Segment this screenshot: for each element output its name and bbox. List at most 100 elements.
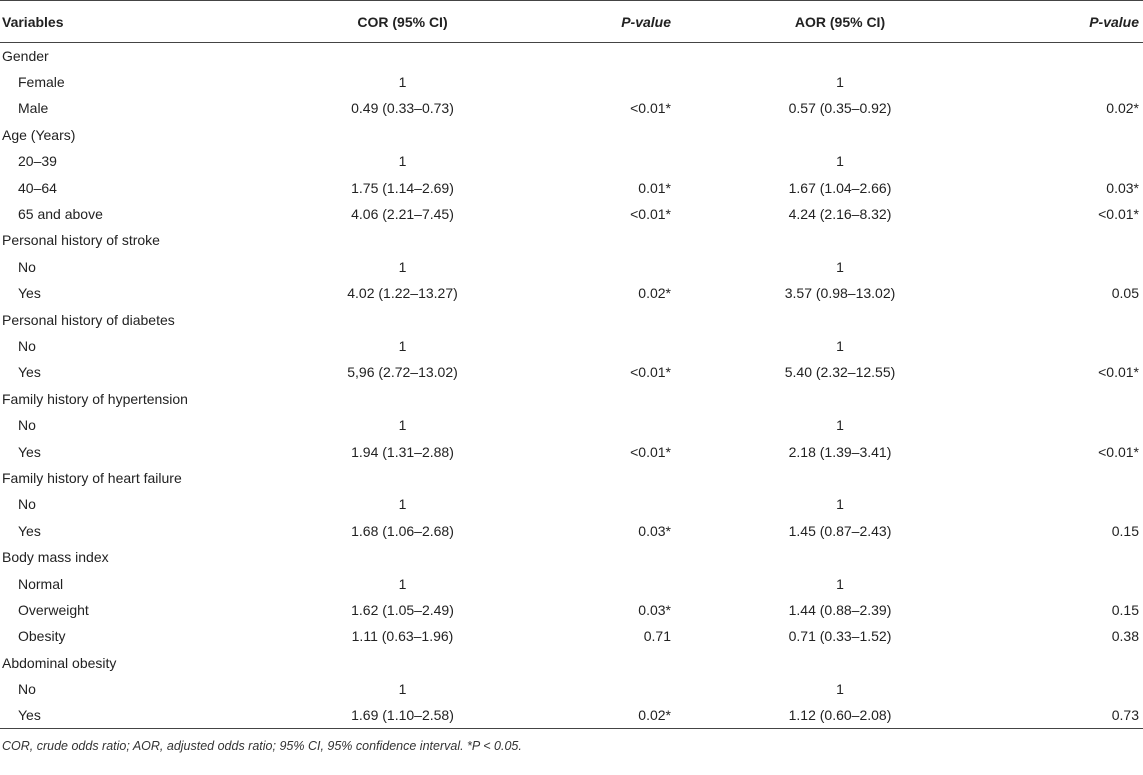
aor-cell: 1 — [836, 153, 844, 170]
cor-cell: 1 — [398, 575, 407, 592]
table-row: Yes 5,96 (2.72–13.02) <0.01* 5.40 (2.32–12.… — [0, 359, 1143, 385]
table-row: No 1 1 — [0, 254, 1143, 280]
aor-cell: 1 — [836, 417, 844, 434]
table-row: Yes 1.69 (1.10–2.58) 0.02* 1.12 (0.60–2.08)… — [0, 702, 1143, 730]
cor-cell: 1.68 (1.06–2.68) — [351, 522, 454, 539]
variable-label: 20–39 — [18, 153, 57, 170]
p-value-aor-cell: 0.05 — [1111, 285, 1139, 302]
p-value-cor-cell: 0.01* — [638, 179, 671, 196]
p-value-aor-cell: 0.15 — [1111, 601, 1139, 618]
p-value-aor-cell: 0.15 — [1111, 522, 1139, 539]
table-row: Overweight 1.62 (1.05–2.49) 0.03* 1.44 (0.8… — [0, 597, 1143, 623]
table-body: Gender Female 1 1 Male 0.49 (0.33–0.73) <0.01*… — [0, 43, 1143, 730]
group-label: Abdominal obesity — [2, 654, 117, 671]
p-value-cor-cell: <0.01* — [630, 443, 671, 460]
table-group-row: Personal history of diabetes — [0, 306, 1143, 332]
cor-cell: 1 — [398, 496, 407, 513]
cor-cell: 1 — [398, 153, 407, 170]
table-group-row: Abdominal obesity — [0, 649, 1143, 675]
p-value-aor-cell: <0.01* — [1098, 206, 1139, 223]
cor-cell: 1.11 (0.63–1.96) — [351, 628, 454, 645]
table-row: Male 0.49 (0.33–0.73) <0.01* 0.57 (0.35–0.9… — [0, 95, 1143, 121]
aor-cell: 1.12 (0.60–2.08) — [675, 702, 1005, 730]
odds-ratio-table: Variables COR (95% CI) P-value AOR (95% … — [0, 0, 1143, 730]
aor-cell: 1 — [836, 681, 844, 698]
p-value-cor-cell: 0.03* — [638, 601, 671, 618]
variable-label: Yes — [18, 285, 41, 302]
cor-cell: 1.75 (1.14–2.69) — [351, 179, 454, 196]
variable-label: 40–64 — [18, 179, 57, 196]
table-container: Variables COR (95% CI) P-value AOR (95% … — [0, 0, 1143, 753]
table-row: Obesity 1.11 (0.63–1.96) 0.71 0.71 (0.33–1.… — [0, 623, 1143, 649]
variable-label: Female — [18, 74, 65, 91]
variable-label: No — [18, 417, 36, 434]
aor-cell: 1.44 (0.88–2.39) — [788, 601, 892, 618]
p-value-cor-cell: 0.02* — [535, 702, 675, 730]
cor-cell: 1 — [398, 417, 407, 434]
group-label: Personal history of diabetes — [2, 311, 175, 328]
aor-cell: 1 — [836, 496, 844, 513]
variable-label: Obesity — [18, 628, 66, 645]
p-value-aor-cell: 0.03* — [1106, 179, 1139, 196]
aor-cell: 1 — [836, 258, 844, 275]
table-row: 40–64 1.75 (1.14–2.69) 0.01* 1.67 (1.04–2.6… — [0, 174, 1143, 200]
table-row: Normal 1 1 — [0, 570, 1143, 596]
variable-label: No — [18, 496, 36, 513]
table-group-row: Gender — [0, 43, 1143, 69]
p-value-aor-cell: 0.73 — [1005, 702, 1143, 730]
variable-label: No — [18, 258, 36, 275]
p-value-cor-cell — [535, 412, 675, 438]
table-group-row: Personal history of stroke — [0, 227, 1143, 253]
p-value-cor-cell: 0.03* — [638, 522, 671, 539]
header-row: Variables COR (95% CI) P-value AOR (95% … — [0, 0, 1143, 43]
variable-label: Male — [18, 100, 49, 117]
aor-cell: 0.71 (0.33–1.52) — [788, 628, 892, 645]
table-header: Variables COR (95% CI) P-value AOR (95% … — [0, 0, 1143, 43]
variable-label: Yes — [18, 522, 41, 539]
cor-cell: 1.62 (1.05–2.49) — [351, 601, 454, 618]
aor-cell: 1 — [836, 74, 844, 91]
p-value-aor-cell — [1005, 333, 1143, 359]
p-value-cor-cell — [535, 69, 675, 95]
variable-label: No — [18, 681, 36, 698]
table-row: 20–39 1 1 — [0, 148, 1143, 174]
cor-cell: 4.06 (2.21–7.45) — [351, 206, 454, 223]
aor-cell: 5.40 (2.32–12.55) — [784, 364, 896, 381]
table-group-row: Body mass index — [0, 544, 1143, 570]
header-p-value-aor: P-value — [1005, 0, 1143, 43]
table-row: Female 1 1 — [0, 69, 1143, 95]
cor-cell: 5,96 (2.72–13.02) — [347, 364, 458, 381]
group-label: Gender — [2, 47, 49, 64]
group-label: Family history of hypertension — [2, 390, 188, 407]
table-row: Yes 1.94 (1.31–2.88) <0.01* 2.18 (1.39–3.41… — [0, 438, 1143, 464]
p-value-cor-cell — [535, 254, 675, 280]
p-value-cor-cell: 0.71 — [643, 628, 671, 645]
aor-cell: 3.57 (0.98–13.02) — [784, 285, 896, 302]
table-row: No 1 1 — [0, 491, 1143, 517]
p-value-aor-cell: <0.01* — [1098, 364, 1139, 381]
aor-cell: 1 — [836, 337, 844, 354]
aor-cell: 1 — [836, 575, 844, 592]
aor-cell: 2.18 (1.39–3.41) — [788, 443, 892, 460]
cor-cell: 1 — [398, 258, 407, 275]
group-label: Age (Years) — [2, 126, 76, 143]
p-value-cor-cell — [535, 148, 675, 174]
p-value-aor-cell — [1005, 69, 1143, 95]
table-group-row: Family history of hypertension — [0, 386, 1143, 412]
p-value-cor-cell: <0.01* — [630, 100, 671, 117]
header-p-value-cor: P-value — [535, 0, 675, 43]
table-row: Yes 1.68 (1.06–2.68) 0.03* 1.45 (0.87–2.43)… — [0, 518, 1143, 544]
p-value-aor-cell: 0.02* — [1106, 100, 1139, 117]
p-value-aor-cell — [1005, 491, 1143, 517]
p-value-aor-cell — [1005, 412, 1143, 438]
group-label: Family history of heart failure — [2, 469, 182, 486]
p-value-cor-cell — [535, 676, 675, 702]
p-value-cor-cell — [535, 570, 675, 596]
table-row: No 1 1 — [0, 333, 1143, 359]
variable-label: 65 and above — [18, 206, 103, 223]
variable-label: No — [18, 337, 36, 354]
table-row: No 1 1 — [0, 676, 1143, 702]
p-value-cor-cell: <0.01* — [630, 206, 671, 223]
cor-cell: 4.02 (1.22–13.27) — [347, 285, 458, 302]
variable-label: Yes — [0, 702, 270, 730]
